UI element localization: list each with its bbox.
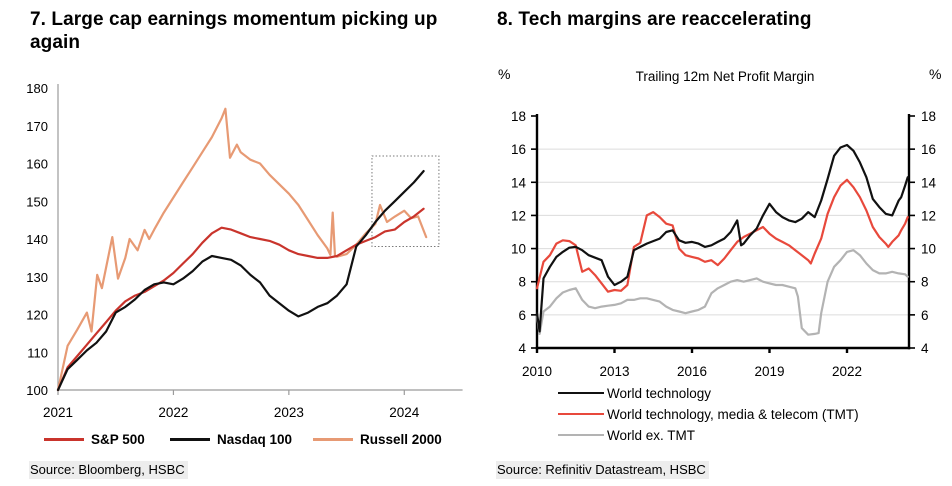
world-ex-tmt-line-swatch [558, 433, 604, 437]
x-tick-label: 2016 [677, 364, 707, 379]
x-tick-label: 2023 [274, 405, 304, 420]
y-tick-label: 110 [27, 345, 48, 360]
legend-item-world-tmt: World technology, media & telecom (TMT) [558, 406, 859, 422]
legend-label-world-ex-tmt: World ex. TMT [607, 427, 696, 443]
secondary-y-tick-label: 16 [921, 142, 936, 157]
secondary-y-tick-label: 14 [921, 175, 937, 190]
series-line-s-p-500 [56, 207, 425, 392]
series-line-world-ex-tmt [535, 249, 909, 336]
right-chart-subtitle: Trailing 12m Net Profit Margin [635, 69, 815, 84]
legend-item-sp500: S&P 500 [44, 431, 145, 447]
secondary-y-tick-label: 6 [921, 308, 929, 323]
y-tick-label: 120 [26, 308, 48, 323]
legend-item-world-technology: World technology [558, 385, 711, 401]
y-tick-label: 6 [518, 308, 526, 323]
y-tick-label: 16 [511, 142, 526, 157]
y-tick-label: 14 [511, 175, 527, 190]
secondary-y-tick-label: 12 [921, 208, 936, 223]
nasdaq100-line-swatch [170, 437, 210, 441]
legend-label-sp500: S&P 500 [91, 431, 145, 447]
world-tmt-line-swatch [558, 412, 604, 416]
series-line-world-technology [535, 143, 909, 333]
secondary-y-tick-label: 10 [921, 242, 936, 257]
right-chart-right-axis-unit: % [929, 66, 942, 82]
x-tick-label: 2013 [599, 364, 629, 379]
secondary-y-tick-label: 18 [921, 109, 936, 124]
right-chart-title: 8. Tech margins are reaccelerating [497, 9, 812, 30]
series-line-russell-2000 [56, 107, 428, 392]
x-tick-label: 2010 [522, 364, 552, 379]
y-tick-label: 150 [26, 194, 48, 209]
series-line-nasdaq-100 [56, 170, 425, 392]
y-tick-label: 8 [518, 275, 526, 290]
y-tick-label: 130 [26, 270, 48, 285]
y-tick-label: 160 [26, 157, 48, 172]
y-tick-label: 180 [26, 81, 48, 96]
legend-label-world-tmt: World technology, media & telecom (TMT) [607, 406, 859, 422]
y-tick-label: 18 [511, 109, 526, 124]
legend-label-russell2000: Russell 2000 [360, 431, 442, 447]
world-technology-line-swatch [558, 391, 604, 395]
y-tick-label: 12 [511, 208, 526, 223]
x-tick-label: 2024 [389, 405, 420, 420]
x-tick-label: 2022 [832, 364, 862, 379]
x-tick-label: 2021 [43, 405, 73, 420]
legend-label-nasdaq100: Nasdaq 100 [217, 431, 293, 447]
highlight-box [371, 155, 440, 248]
right-chart-left-axis-unit: % [498, 66, 511, 82]
sp500-line-swatch [44, 437, 84, 441]
secondary-y-tick-label: 8 [921, 275, 929, 290]
legend-label-world-technology: World technology [607, 385, 712, 401]
y-tick-label: 140 [26, 232, 48, 247]
series-line-world-technology-media-telecom-tmt [535, 178, 909, 293]
legend-item-world-ex-tmt: World ex. TMT [558, 427, 695, 443]
legend-item-nasdaq100: Nasdaq 100 [170, 431, 292, 447]
russell2000-line-swatch [313, 437, 353, 441]
y-tick-label: 170 [26, 119, 48, 134]
left-chart-source: Source: Bloomberg, HSBC [29, 461, 188, 479]
right-chart-source: Source: Refinitiv Datastream, HSBC [496, 461, 709, 479]
y-tick-label: 4 [518, 341, 526, 356]
left-chart-title: 7. Large cap earnings momentum picking u… [30, 9, 438, 53]
x-tick-label: 2019 [754, 364, 784, 379]
y-tick-label: 100 [26, 383, 48, 398]
y-tick-label: 10 [511, 242, 526, 257]
x-tick-label: 2022 [158, 405, 188, 420]
legend-item-russell2000: Russell 2000 [313, 431, 442, 447]
secondary-y-tick-label: 4 [921, 341, 929, 356]
